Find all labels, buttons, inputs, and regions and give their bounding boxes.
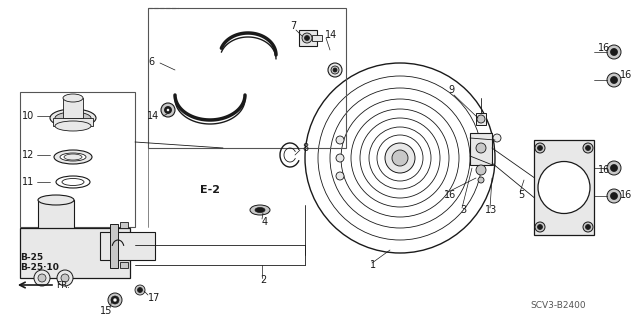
Text: 4: 4 (262, 217, 268, 227)
Ellipse shape (64, 154, 82, 160)
Circle shape (111, 296, 119, 304)
Circle shape (138, 287, 143, 293)
Text: E-2: E-2 (200, 185, 220, 195)
Text: 11: 11 (22, 177, 35, 187)
Text: 3: 3 (460, 205, 466, 215)
Text: B-25: B-25 (20, 253, 43, 262)
Text: 5: 5 (518, 190, 524, 200)
Circle shape (535, 143, 545, 153)
Text: 7: 7 (290, 21, 296, 31)
Circle shape (135, 285, 145, 295)
Circle shape (333, 68, 337, 72)
Ellipse shape (63, 94, 83, 102)
Circle shape (385, 143, 415, 173)
Ellipse shape (50, 109, 96, 127)
Circle shape (535, 222, 545, 232)
Text: 16: 16 (620, 190, 632, 200)
Circle shape (477, 115, 485, 123)
Bar (148, 8, 346, 148)
Text: 13: 13 (485, 205, 497, 215)
Bar (100, 232, 155, 260)
Text: 14: 14 (325, 30, 337, 40)
Circle shape (538, 225, 543, 229)
Text: 16: 16 (598, 165, 611, 175)
Text: 16: 16 (620, 70, 632, 80)
Text: 9: 9 (448, 85, 454, 95)
Circle shape (61, 274, 69, 282)
Circle shape (57, 270, 73, 286)
Text: 16: 16 (444, 190, 456, 200)
Circle shape (583, 222, 593, 232)
Circle shape (302, 33, 312, 43)
Text: 16: 16 (598, 43, 611, 53)
Circle shape (336, 154, 344, 162)
Circle shape (586, 145, 591, 151)
Ellipse shape (38, 235, 74, 245)
Circle shape (607, 189, 621, 203)
Circle shape (478, 177, 484, 183)
Bar (470, 133, 492, 165)
Text: 17: 17 (148, 293, 161, 303)
Circle shape (611, 77, 618, 84)
Bar (110, 224, 118, 268)
Circle shape (493, 134, 501, 142)
Text: B-25·10: B-25·10 (20, 263, 59, 271)
Bar (312, 35, 322, 41)
Circle shape (336, 136, 344, 144)
Ellipse shape (55, 121, 91, 131)
Circle shape (331, 66, 339, 74)
Text: 1: 1 (370, 260, 376, 270)
Bar (120, 222, 128, 228)
Ellipse shape (255, 207, 265, 212)
Bar (476, 113, 486, 125)
Text: 15: 15 (100, 306, 113, 316)
Text: 2: 2 (260, 275, 266, 285)
Circle shape (611, 192, 618, 199)
Circle shape (607, 45, 621, 59)
Circle shape (38, 274, 46, 282)
Ellipse shape (38, 195, 74, 205)
Ellipse shape (54, 150, 92, 164)
Ellipse shape (60, 153, 86, 161)
Text: 14: 14 (147, 111, 159, 121)
Circle shape (34, 270, 50, 286)
Circle shape (161, 103, 175, 117)
Text: SCV3-B2400: SCV3-B2400 (530, 300, 586, 309)
Bar (53, 118, 93, 126)
Circle shape (607, 73, 621, 87)
Circle shape (166, 108, 170, 112)
Bar (63, 98, 83, 118)
Circle shape (328, 63, 342, 77)
Bar (20, 228, 130, 278)
Circle shape (108, 293, 122, 307)
Circle shape (538, 145, 543, 151)
Circle shape (586, 225, 591, 229)
Text: 8: 8 (302, 143, 308, 153)
Bar (20, 92, 135, 227)
Text: FR.: FR. (56, 280, 70, 290)
Text: 10: 10 (22, 111, 35, 121)
Circle shape (113, 298, 117, 302)
Circle shape (607, 161, 621, 175)
Circle shape (164, 107, 172, 114)
Circle shape (392, 150, 408, 166)
Circle shape (611, 48, 618, 56)
Circle shape (305, 35, 310, 41)
Circle shape (611, 165, 618, 172)
Circle shape (538, 161, 590, 213)
Circle shape (336, 172, 344, 180)
Bar (534, 140, 594, 235)
Text: 6: 6 (148, 57, 154, 67)
Circle shape (476, 143, 486, 153)
Circle shape (476, 165, 486, 175)
Ellipse shape (250, 205, 270, 215)
Ellipse shape (55, 112, 91, 124)
Circle shape (583, 143, 593, 153)
Bar (299, 30, 317, 46)
Text: 12: 12 (22, 150, 35, 160)
Bar (38, 200, 74, 240)
Bar (120, 262, 128, 268)
